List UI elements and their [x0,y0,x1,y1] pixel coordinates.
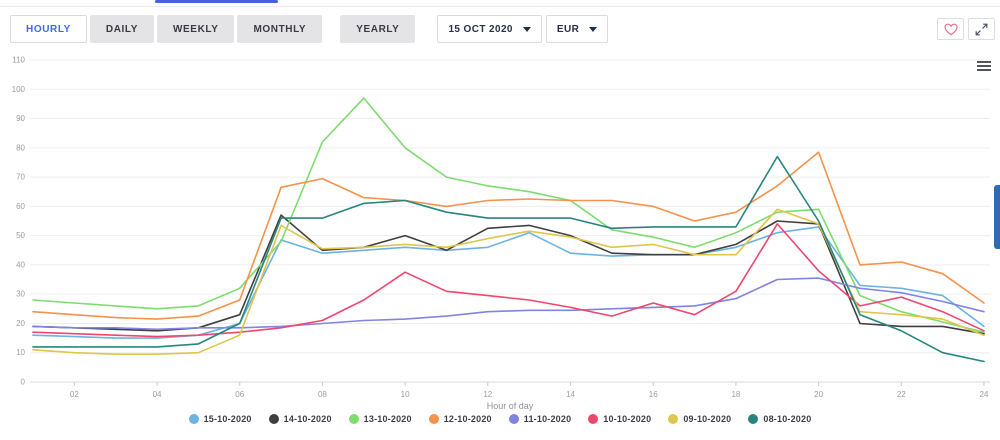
legend-label: 15-10-2020 [203,414,252,424]
y-axis-tick-label: 30 [16,290,25,299]
legend-item-12-10-2020[interactable]: 12-10-2020 [428,414,492,424]
legend-dot [348,414,359,424]
series-line-13-10-2020 [32,97,985,334]
y-axis-tick-label: 80 [16,143,25,152]
x-axis-tick-label: 12 [483,390,492,399]
legend-item-11-10-2020[interactable]: 11-10-2020 [508,414,572,424]
x-axis-tick-label: 20 [814,390,823,399]
x-axis-tick-label: 06 [235,390,244,399]
y-axis-tick-label: 20 [16,319,25,328]
fullscreen-button[interactable] [968,18,995,40]
series-line-11-10-2020 [32,277,985,331]
x-axis-tick-label: 18 [731,390,740,399]
tab-daily[interactable]: DAILY [89,15,154,43]
legend-label: 08-10-2020 [763,414,812,424]
series-line-12-10-2020 [32,151,985,320]
x-axis-tick-label: 24 [980,390,989,399]
caret-down-icon [522,26,531,32]
date-selector[interactable]: 15 OCT 2020 [437,15,542,43]
chart-legend: 15-10-2020 14-10-2020 13-10-2020 12-10-2020… [0,414,1000,424]
x-axis-tick-label: 08 [318,390,327,399]
y-axis-tick-label: 70 [16,173,25,182]
y-axis-tick-label: 0 [21,378,26,387]
y-axis-tick-label: 100 [12,85,26,94]
hamburger-menu-icon[interactable] [977,61,991,73]
selectors: 15 OCT 2020 EUR [437,15,609,43]
y-axis-tick-label: 90 [16,114,25,123]
legend-label: 12-10-2020 [443,414,492,424]
x-axis-tick-label: 02 [70,390,79,399]
y-axis-tick-label: 60 [16,202,25,211]
series-line-09-10-2020 [32,208,985,356]
legend-label: 09-10-2020 [683,414,732,424]
caret-down-icon [589,26,598,32]
legend-item-09-10-2020[interactable]: 09-10-2020 [668,414,731,424]
top-divider [0,6,1000,7]
legend-dot [428,414,439,424]
x-axis-tick-label: 16 [649,390,658,399]
legend-item-14-10-2020[interactable]: 14-10-2020 [268,414,332,424]
heart-outline-icon [943,23,958,35]
legend-dot [188,414,199,424]
legend-item-15-10-2020[interactable]: 15-10-2020 [188,414,252,424]
vertical-scrollbar-thumb[interactable] [994,185,1000,249]
tab-monthly[interactable]: MONTHLY [237,15,323,43]
legend-item-08-10-2020[interactable]: 08-10-2020 [748,414,811,424]
legend-item-13-10-2020[interactable]: 13-10-2020 [348,414,412,424]
legend-item-10-10-2020[interactable]: 10-10-2020 [588,414,651,424]
line-chart: 0 10 20 30 40 50 60 70 80 90 100 110 02 04 06 08 10 12 14 1… [12,56,990,411]
legend-label: 13-10-2020 [363,414,412,424]
currency-selector-value: EUR [556,23,580,35]
expand-arrows-icon [975,23,988,35]
date-selector-value: 15 OCT 2020 [448,23,513,35]
x-axis-tick-label: 04 [153,390,162,399]
period-tabs: HOURLY DAILY WEEKLY MONTHLY YEARLY [10,15,416,43]
legend-dot [668,414,679,424]
x-axis-title: Hour of day [487,401,534,411]
legend-label: 11-10-2020 [523,414,572,424]
series-line-15-10-2020 [32,226,985,339]
top-nav-active-underline [155,0,278,3]
toolbar-actions [937,18,995,40]
legend-dot [508,414,519,424]
y-axis-tick-label: 10 [16,348,25,357]
favorite-button[interactable] [937,18,964,40]
y-axis-tick-label: 40 [16,260,25,269]
legend-label: 14-10-2020 [283,414,332,424]
legend-dot [268,414,279,424]
tab-weekly[interactable]: WEEKLY [157,15,235,43]
x-axis-tick-label: 14 [566,390,575,399]
legend-label: 10-10-2020 [603,414,652,424]
y-axis-tick-label: 50 [16,231,25,240]
tab-hourly[interactable]: HOURLY [10,15,87,43]
series-line-08-10-2020 [32,155,985,363]
legend-dot [588,414,599,424]
currency-selector[interactable]: EUR [545,15,609,43]
tab-yearly[interactable]: YEARLY [340,15,416,43]
x-axis-tick-label: 10 [401,390,410,399]
chart-toolbar: HOURLY DAILY WEEKLY MONTHLY YEARLY 15 OCT 20… [10,15,995,43]
x-axis-tick-label: 22 [897,390,906,399]
chart-area: 0 10 20 30 40 50 60 70 80 90 100 110 02 04 06 08 10 12 14 1… [0,52,1000,412]
y-axis-tick-label: 110 [12,56,25,65]
legend-dot [748,414,759,424]
series-line-10-10-2020 [32,223,985,338]
